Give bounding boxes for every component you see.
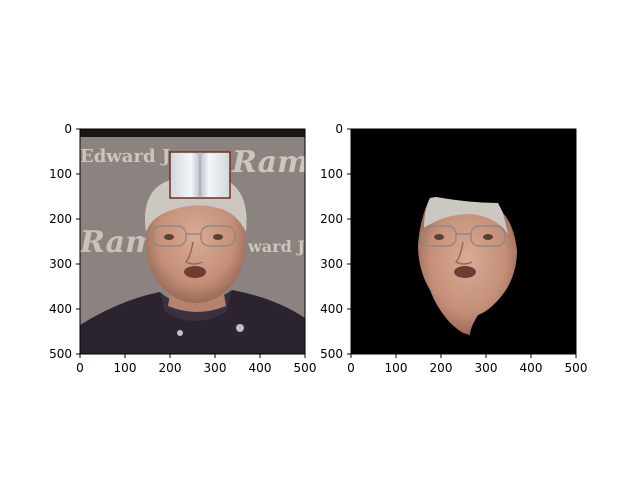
tick-marks xyxy=(76,128,577,358)
right-ytick-label: 100 xyxy=(320,167,343,181)
left-ytick-label: 200 xyxy=(49,212,72,226)
right-ytick-label: 0 xyxy=(335,122,343,136)
banner-text-1: Edward Jo xyxy=(80,146,182,167)
left-axes-frame xyxy=(79,128,306,355)
right-ytick-label: 200 xyxy=(320,212,343,226)
left-ytick-label: 0 xyxy=(64,122,72,136)
right-axes-frame xyxy=(350,128,577,355)
banner-text-3: Ram xyxy=(79,225,157,260)
left-ytick-label: 100 xyxy=(49,167,72,181)
original-image: Edward Jo Ram Ram ward Jor Edwa xyxy=(79,129,325,354)
right-ytick-label: 400 xyxy=(320,302,343,316)
left-xtick-label: 500 xyxy=(293,361,317,375)
right-xtick-label: 300 xyxy=(474,361,498,375)
left-xtick-label: 0 xyxy=(76,361,84,375)
right-xtick-label: 100 xyxy=(384,361,408,375)
left-xtick-label: 100 xyxy=(113,361,137,375)
left-ytick-label: 300 xyxy=(49,257,72,271)
left-xtick-label: 300 xyxy=(203,361,227,375)
left-xtick-label: 400 xyxy=(248,361,272,375)
left-xtick-label: 200 xyxy=(158,361,182,375)
right-ytick-label: 300 xyxy=(320,257,343,271)
right-xtick-label: 0 xyxy=(347,361,355,375)
left-ytick-label: 400 xyxy=(49,302,72,316)
book-image xyxy=(169,151,231,199)
segmented-face-image xyxy=(351,129,576,354)
right-xtick-label: 400 xyxy=(519,361,543,375)
right-xtick-label: 200 xyxy=(429,361,453,375)
right-ytick-label: 500 xyxy=(320,347,343,361)
left-ytick-label: 500 xyxy=(49,347,72,361)
banner-text-2: Ram xyxy=(231,145,309,180)
right-xtick-label: 500 xyxy=(564,361,588,375)
banner-text-4: ward Jor xyxy=(247,237,325,256)
